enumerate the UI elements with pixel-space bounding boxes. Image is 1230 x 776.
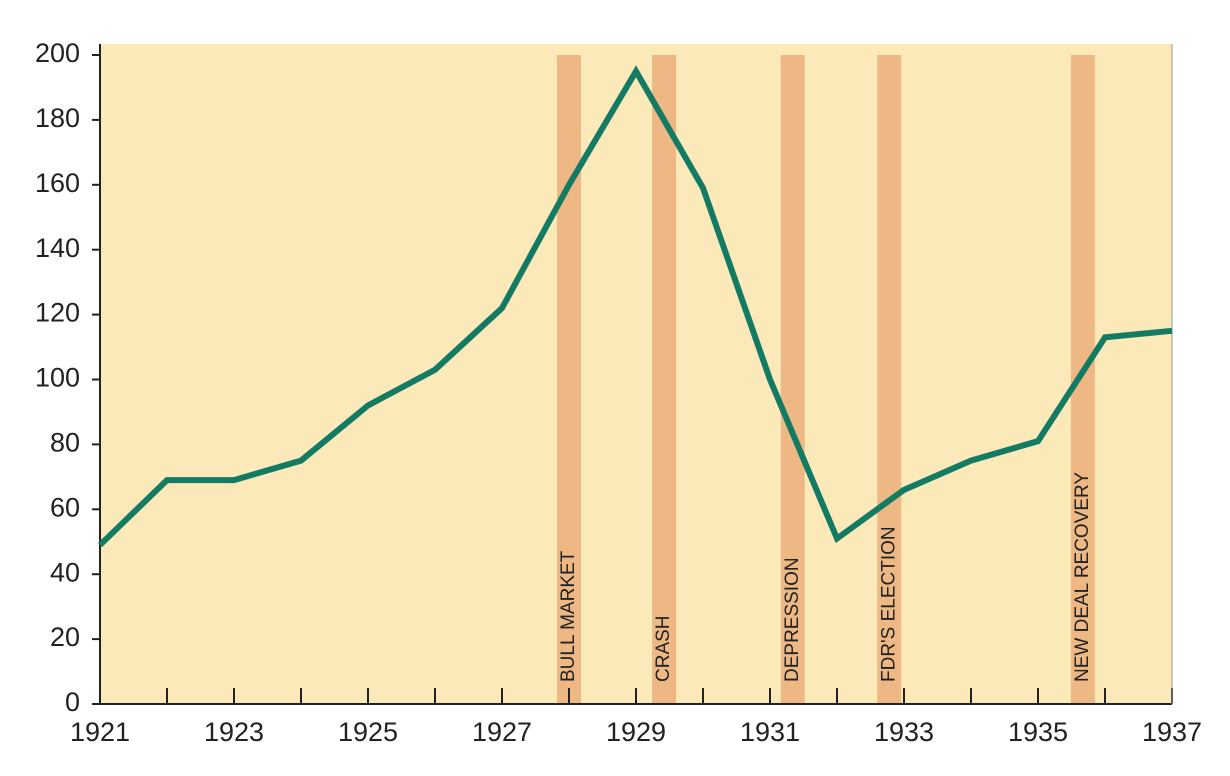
event-label: NEW DEAL RECOVERY [1072, 472, 1093, 682]
data-line [97, 65, 1173, 548]
event-label: DEPRESSION [782, 557, 803, 682]
y-tick-label: 80 [50, 428, 80, 458]
x-tick-label: 1933 [874, 717, 934, 747]
x-tick-label: 1921 [70, 717, 130, 747]
x-tick-label: 1925 [338, 717, 398, 747]
y-tick-label: 60 [50, 492, 80, 522]
y-tick-label: 200 [35, 38, 80, 68]
x-tick-label: 1923 [204, 717, 264, 747]
plot-background [100, 44, 1172, 704]
y-tick-label: 0 [65, 687, 80, 717]
y-tick-label: 120 [35, 298, 80, 328]
y-tick-label: 100 [35, 363, 80, 393]
y-tick-label: 180 [35, 103, 80, 133]
x-tick-label: 1937 [1142, 717, 1202, 747]
event-band [780, 55, 805, 704]
x-tick-label: 1929 [606, 717, 666, 747]
event-label: BULL MARKET [558, 550, 579, 682]
y-tick-label: 140 [35, 233, 80, 263]
event-band [557, 55, 581, 704]
event-label: FDR'S ELECTION [878, 526, 899, 682]
event-band [652, 55, 677, 704]
x-tick-label: 1931 [740, 717, 800, 747]
x-tick-label: 1927 [472, 717, 532, 747]
y-tick-label: 40 [50, 557, 80, 587]
y-tick-label: 20 [50, 622, 80, 652]
y-tick-label: 160 [35, 168, 80, 198]
event-label: CRASH [653, 615, 674, 682]
event-band [877, 55, 902, 704]
x-tick-label: 1935 [1008, 717, 1068, 747]
